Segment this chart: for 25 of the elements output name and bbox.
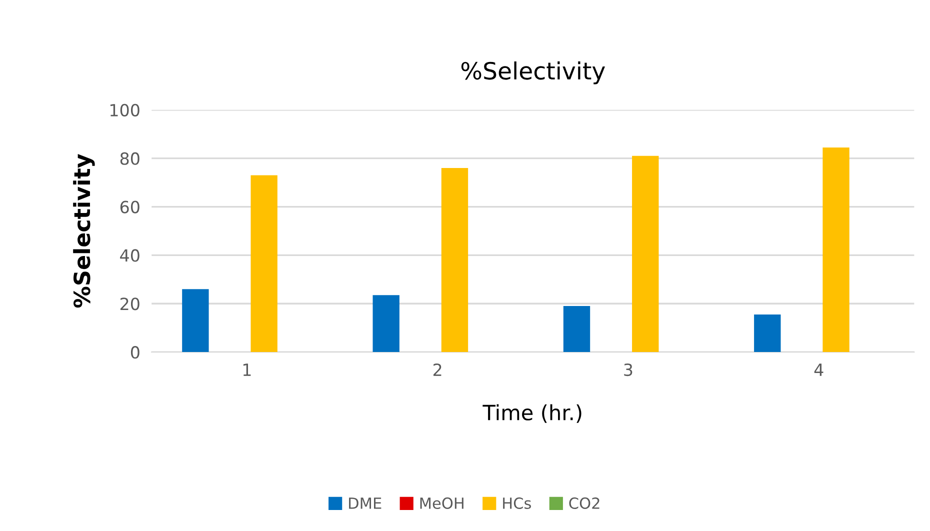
bar bbox=[250, 175, 278, 352]
legend-label: HCs bbox=[503, 497, 531, 509]
x-tick-label: 1 bbox=[243, 364, 251, 376]
bar bbox=[372, 295, 400, 352]
legend-label: MeOH bbox=[420, 497, 464, 509]
x-tick-label: 2 bbox=[433, 363, 442, 376]
y-tick-label: 0 bbox=[130, 346, 140, 359]
y-tick-label: 40 bbox=[120, 249, 140, 262]
bar bbox=[563, 306, 590, 352]
bar bbox=[182, 289, 209, 352]
x-tick-label: 4 bbox=[814, 364, 824, 376]
bar bbox=[441, 168, 468, 352]
y-tick-label: 60 bbox=[120, 200, 140, 214]
y-tick-label: 20 bbox=[120, 298, 140, 310]
bar bbox=[632, 156, 659, 352]
bar bbox=[754, 314, 781, 352]
chart-title: %Selectivity bbox=[461, 61, 605, 84]
y-tick-label: 80 bbox=[120, 152, 140, 165]
x-axis-title: Time (hr.) bbox=[482, 404, 582, 423]
y-tick-label: 100 bbox=[110, 104, 140, 116]
legend-label: CO2 bbox=[569, 497, 600, 509]
legend-label: DME bbox=[349, 498, 382, 509]
x-tick-label: 3 bbox=[624, 363, 632, 376]
bar bbox=[822, 147, 850, 352]
y-axis-title: %Selectivity bbox=[73, 154, 95, 308]
